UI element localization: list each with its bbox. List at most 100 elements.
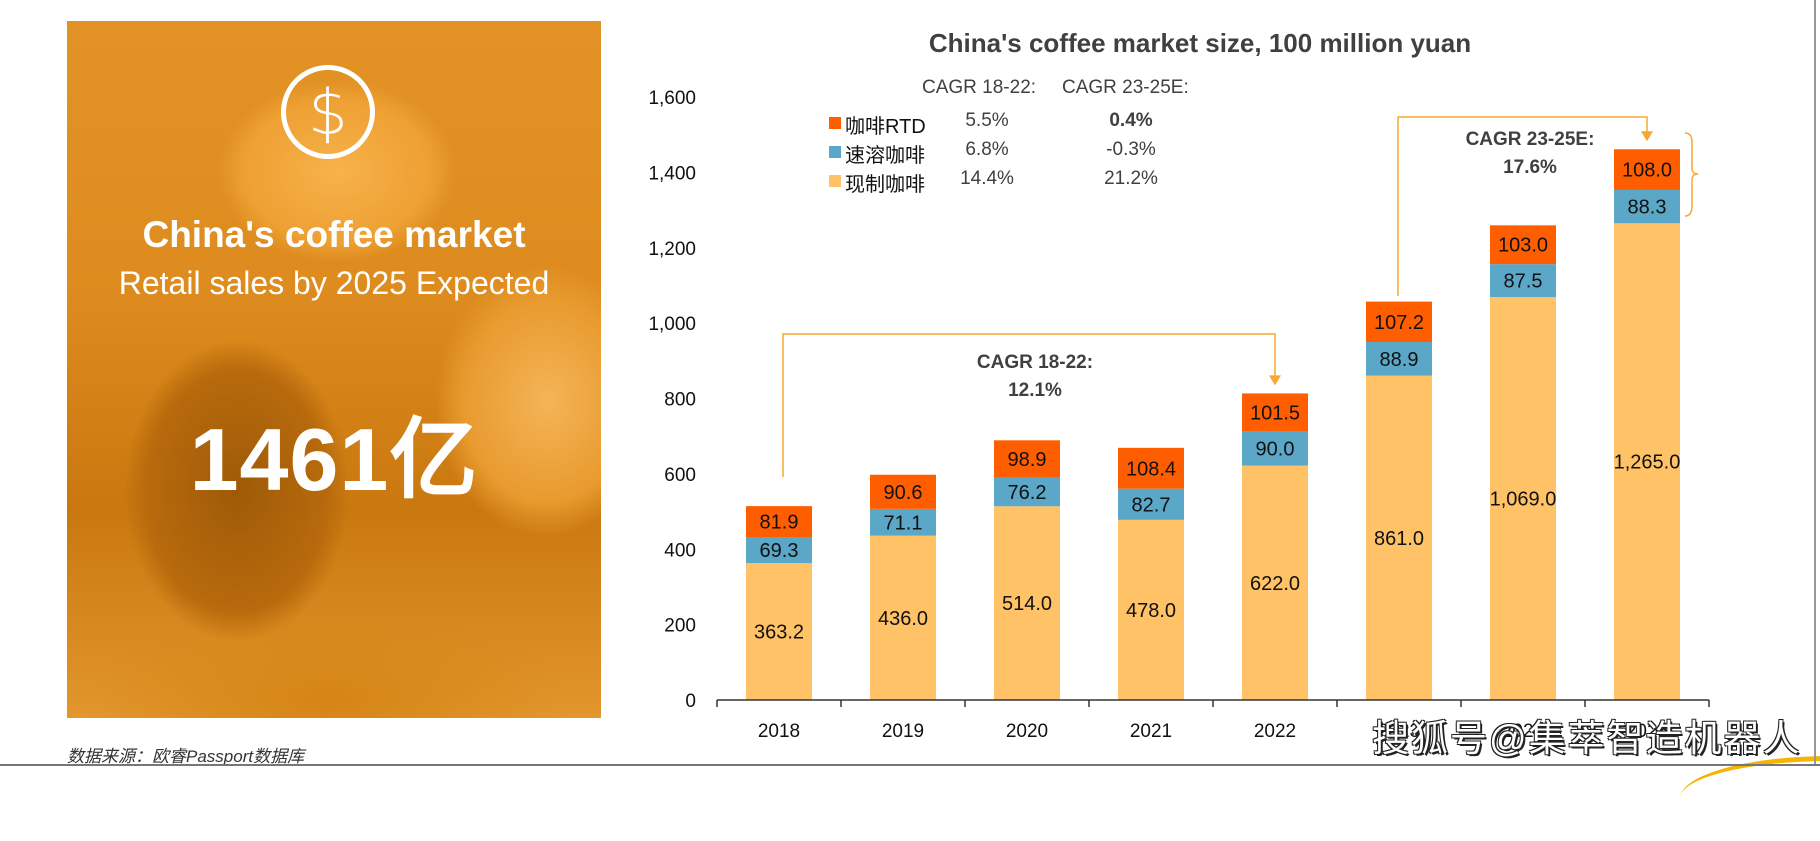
legend-cagr-18-22: 6.8% (965, 139, 1009, 160)
bar-segment (994, 477, 1060, 507)
bar-segment (746, 506, 812, 538)
data-label: 108.0 (1622, 160, 1672, 182)
legend-label: 现制咖啡 (845, 174, 925, 196)
data-label: 363.2 (754, 622, 804, 644)
arrowhead-icon (1641, 131, 1653, 142)
bar-segment (1490, 264, 1556, 298)
x-tick-label: 2025 (1626, 721, 1668, 742)
frame-border-right (1814, 0, 1816, 766)
data-label: 81.9 (760, 512, 799, 534)
panel-subheading: Retail sales by 2025 Expected (118, 265, 550, 301)
dollar-coin-icon: $ (281, 65, 375, 159)
data-label: 103.0 (1498, 235, 1548, 257)
x-tick-label: 2023 (1378, 721, 1420, 742)
bar-segment (870, 535, 936, 700)
legend-cagr-18-22: 5.5% (965, 110, 1009, 131)
y-tick-label: 1,400 (648, 163, 696, 184)
annotations: CAGR 18-22: 12.1% CAGR 23-25E: 17.6% (782, 116, 1699, 477)
bar-segment (1366, 342, 1432, 376)
legend-cagr-18-22: 14.4% (960, 168, 1014, 189)
x-tick-label: 2024 (1502, 721, 1545, 742)
data-label: 622.0 (1250, 573, 1300, 595)
bar-segment (746, 537, 812, 564)
x-axis: 2018 2019 2020 2021 2022 2023 2024 2025 (716, 699, 1710, 742)
bar-segment (1118, 447, 1184, 489)
data-label: 98.9 (1008, 449, 1047, 471)
data-label: 71.1 (884, 512, 923, 534)
cagr-connector-line (782, 333, 1276, 477)
brace-icon (1684, 132, 1699, 217)
data-label: 76.2 (1008, 482, 1047, 504)
x-tick-label: 2019 (882, 721, 924, 742)
data-label: 87.5 (1504, 271, 1543, 293)
legend-header-cagr-23-25e: CAGR 23-25E: (1062, 77, 1189, 98)
legend-cagr-23-25e: 21.2% (1104, 168, 1158, 189)
bar-segment (1118, 488, 1184, 520)
legend-swatch (829, 117, 841, 129)
highlight-value: 1461亿 (189, 410, 479, 509)
bars: 363.2 69.3 81.9 436.0 71.1 90.6 514.0 76.2 98.9 4… (746, 149, 1681, 701)
cagr-annotation-value: 12.1% (1008, 380, 1062, 401)
x-tick-label: 2018 (758, 721, 800, 742)
y-axis: 0 200 400 600 800 1,000 1,200 1,400 1,600 (648, 88, 696, 712)
data-label: 69.3 (760, 540, 799, 562)
bar-segment (746, 563, 812, 700)
stacked-bar-chart: 0 200 400 600 800 1,000 1,200 1,400 1,600 363.2 6… (648, 88, 1710, 742)
decorative-arc (1680, 756, 1820, 841)
data-label: 514.0 (1002, 593, 1052, 615)
bar-segment (1366, 301, 1432, 343)
data-label: 861.0 (1374, 528, 1424, 550)
bar-segment (1490, 297, 1556, 700)
bar-segment (1118, 519, 1184, 700)
arrowhead-icon (1269, 375, 1281, 386)
legend-label: 咖啡RTD (845, 116, 926, 138)
bar-segment (1614, 223, 1680, 701)
data-label: 82.7 (1132, 494, 1171, 516)
cagr-annotation-title: CAGR 18-22: (977, 352, 1093, 373)
bar-segment (994, 506, 1060, 700)
bar-segment (1242, 431, 1308, 466)
x-tick-label: 2020 (1006, 721, 1048, 742)
bar-segment (870, 474, 936, 509)
x-tick-label: 2021 (1130, 721, 1172, 742)
bar-segment (1366, 375, 1432, 700)
chart-title: China's coffee market size, 100 million … (928, 28, 1472, 58)
legend-header-cagr-18-22: CAGR 18-22: (922, 77, 1037, 98)
legend-swatch (829, 146, 841, 158)
bar-segment (994, 440, 1060, 478)
cagr-connector-line (1397, 116, 1648, 296)
y-tick-label: 1,600 (648, 88, 696, 109)
data-label: 1,069.0 (1490, 489, 1557, 511)
data-label: 90.0 (1256, 439, 1295, 461)
data-label: 1,265.0 (1614, 452, 1681, 474)
y-tick-label: 0 (685, 691, 696, 712)
y-tick-label: 400 (664, 540, 696, 561)
legend-cagr-23-25e: 0.4% (1109, 110, 1153, 131)
infographic-panel: $ China's coffee market Retail sales by … (67, 21, 601, 718)
bar-segment (1242, 393, 1308, 432)
y-tick-label: 600 (664, 465, 696, 486)
watermark: 搜狐号@集萃智造机器人 (1372, 718, 1802, 759)
data-label: 478.0 (1126, 600, 1176, 622)
legend-label: 速溶咖啡 (845, 145, 925, 167)
data-label: 88.9 (1380, 349, 1419, 371)
bar-segment (870, 508, 936, 536)
data-label: 101.5 (1250, 403, 1300, 425)
data-label: 90.6 (884, 482, 923, 504)
data-label: 108.4 (1126, 458, 1176, 480)
legend-swatch (829, 175, 841, 187)
panel-heading: China's coffee market (142, 214, 526, 255)
x-tick-label: 2022 (1254, 721, 1296, 742)
data-label: 107.2 (1374, 312, 1424, 334)
y-tick-label: 1,000 (648, 314, 696, 335)
legend-cagr-23-25e: -0.3% (1106, 139, 1156, 160)
y-tick-label: 200 (664, 616, 696, 637)
bar-segment (1614, 149, 1680, 190)
source-note: 数据来源：欧睿Passport数据库 (67, 747, 305, 766)
y-tick-label: 1,200 (648, 239, 696, 260)
cagr-annotation-title: CAGR 23-25E: (1466, 129, 1595, 150)
bar-segment (1242, 465, 1308, 700)
data-label: 436.0 (878, 608, 928, 630)
y-tick-label: 800 (664, 390, 696, 411)
bar-segment (1614, 189, 1680, 224)
